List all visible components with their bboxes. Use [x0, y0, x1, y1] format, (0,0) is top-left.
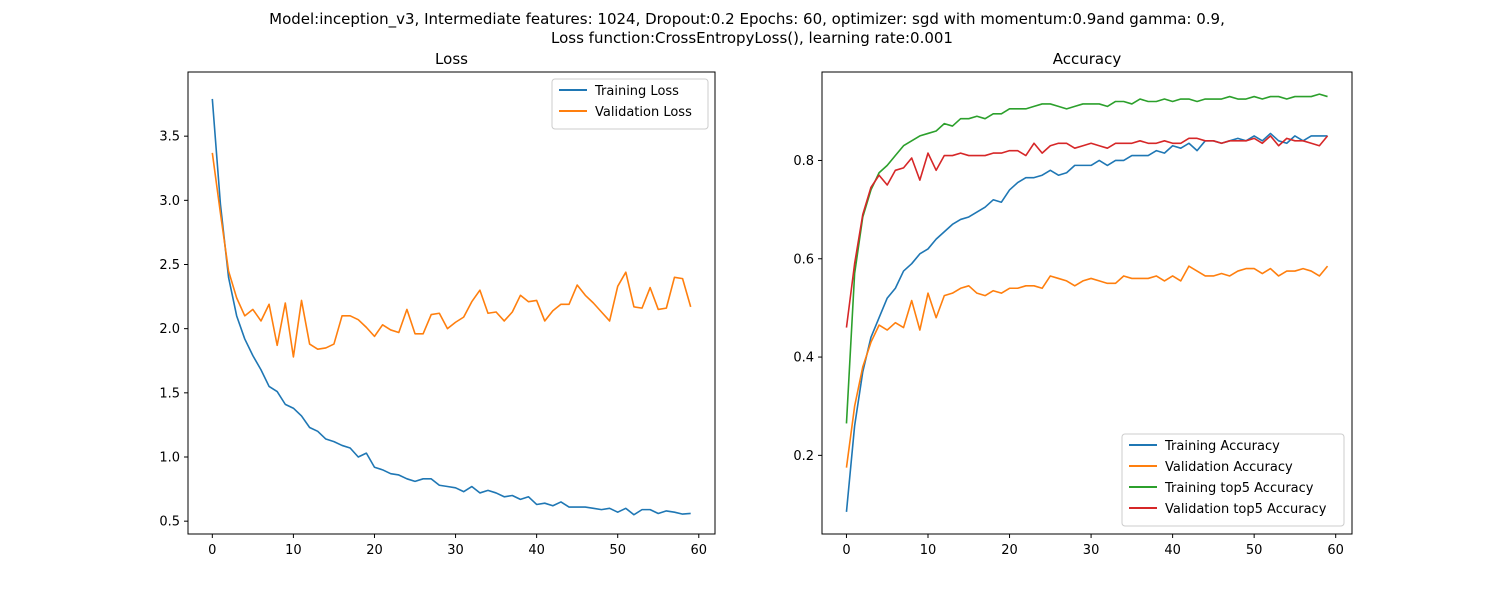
series-line-training-top5-accuracy	[845, 93, 1328, 424]
accuracy-y-tick-label: 0.4	[793, 351, 814, 366]
accuracy-x-tick-label: 50	[1246, 543, 1263, 558]
loss-x-tick-label: 60	[691, 543, 708, 558]
loss-legend-box	[551, 78, 709, 130]
legend-label-training-accuracy: Training Accuracy	[1164, 439, 1280, 454]
legend-label-training-loss: Training Loss	[594, 84, 679, 99]
legend-label-validation-top5-accuracy: Validation top5 Accuracy	[1165, 502, 1327, 517]
loss-x-tick-label: 20	[366, 543, 383, 558]
accuracy-x-tick-label: 60	[1327, 543, 1344, 558]
figure-suptitle-line1: Model:inception_v3, Intermediate feature…	[269, 10, 1225, 29]
loss-y-tick-label: 3.0	[159, 194, 180, 209]
loss-x-tick-label: 0	[208, 543, 216, 558]
legend-label-validation-accuracy: Validation Accuracy	[1165, 460, 1293, 475]
loss-x-tick-label: 40	[528, 543, 545, 558]
accuracy-chart-title: Accuracy	[1053, 50, 1122, 68]
legend-label-training-top5-accuracy: Training top5 Accuracy	[1164, 481, 1314, 496]
accuracy-legend-box	[1121, 433, 1345, 527]
loss-axes-frame	[187, 71, 716, 535]
accuracy-axes-frame	[821, 71, 1353, 535]
loss-y-tick-label: 0.5	[159, 515, 180, 530]
accuracy-x-tick-label: 40	[1164, 543, 1181, 558]
accuracy-y-tick-label: 0.2	[793, 449, 814, 464]
series-line-validation-top5-accuracy	[845, 135, 1329, 328]
loss-legend: Training Loss Validation Loss	[551, 78, 709, 130]
accuracy-y-tick-label: 0.6	[793, 252, 814, 267]
series-line-validation-loss	[211, 152, 692, 358]
loss-y-tick-label: 2.0	[159, 322, 180, 337]
accuracy-chart-panel: Accuracy 0 10 20 30 40 50 60 0.2 0.4 0.6 0.8 Trainin…	[793, 50, 1353, 558]
legend-label-validation-loss: Validation Loss	[595, 105, 692, 120]
loss-x-tick-label: 10	[285, 543, 302, 558]
accuracy-x-tick-label: 0	[842, 543, 850, 558]
loss-x-tick-label: 30	[447, 543, 464, 558]
figure-suptitle-line2: Loss function:CrossEntropyLoss(), learni…	[551, 29, 953, 47]
loss-y-tick-label: 2.5	[159, 258, 180, 273]
series-line-training-loss	[211, 98, 691, 516]
loss-y-tick-label: 1.0	[159, 451, 180, 466]
accuracy-x-tick-label: 10	[920, 543, 937, 558]
accuracy-x-tick-label: 30	[1083, 543, 1100, 558]
accuracy-x-tick-label: 20	[1001, 543, 1018, 558]
loss-chart-panel: Loss 0 10 20 30 40 50 60 0.5 1.0 1.5 2.0 2.5 3.0 3.5 Tr…	[159, 50, 716, 558]
accuracy-y-tick-label: 0.8	[793, 154, 814, 169]
accuracy-legend: Training Accuracy Validation Accuracy Trai…	[1121, 433, 1345, 527]
loss-y-tick-label: 1.5	[159, 386, 180, 401]
series-line-validation-accuracy	[845, 265, 1329, 468]
loss-chart-title: Loss	[435, 50, 468, 68]
loss-y-tick-label: 3.5	[159, 130, 180, 145]
loss-x-tick-label: 50	[609, 543, 626, 558]
